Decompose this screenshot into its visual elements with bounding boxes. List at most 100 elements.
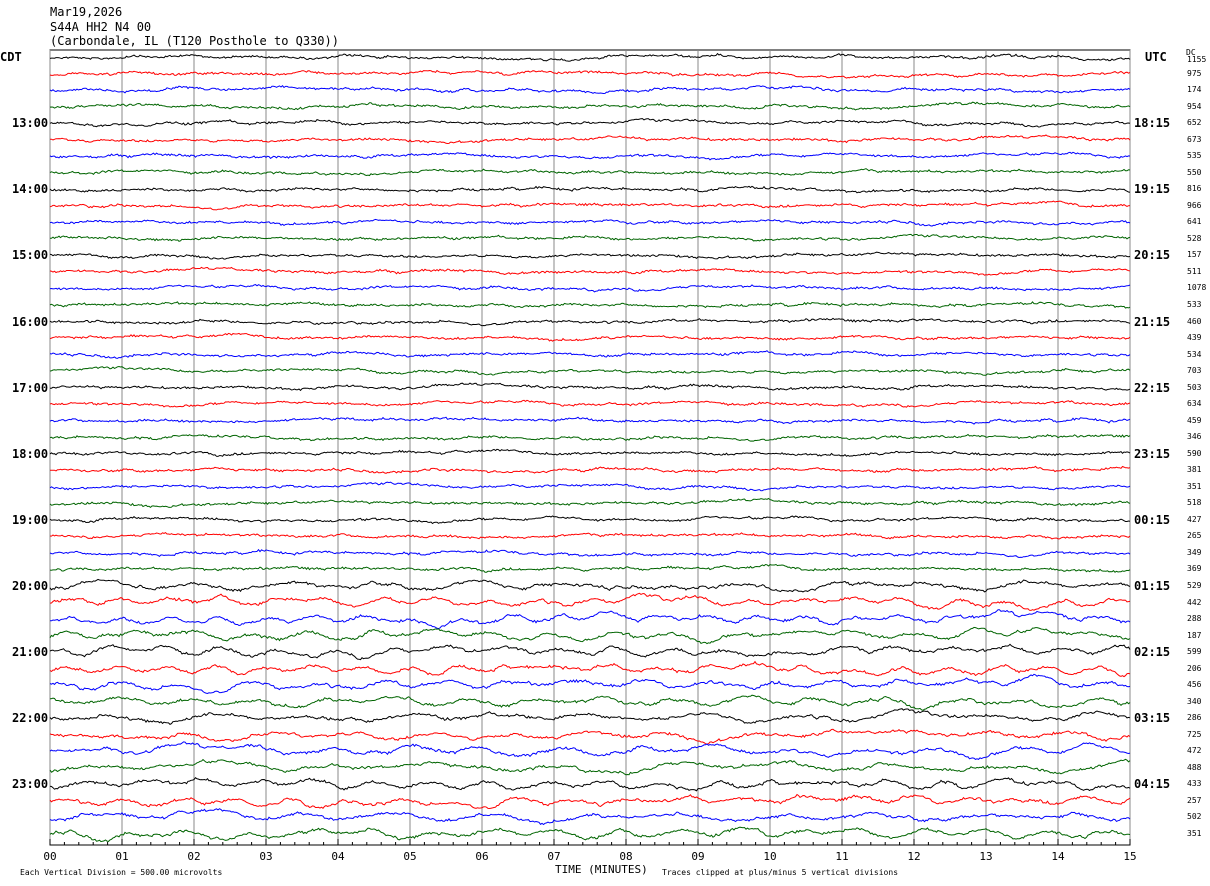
title-station: S44A HH2 N4 00 (50, 20, 152, 34)
seismic-trace (49, 578, 1131, 593)
dc-value: 502 (1187, 812, 1202, 822)
dc-header: DC (1186, 48, 1196, 57)
left-time-label: 20:00 (12, 579, 49, 594)
right-time-label: 21:15 (1134, 314, 1171, 329)
dc-value: 703 (1187, 366, 1202, 376)
seismic-trace (49, 626, 1131, 645)
seismic-trace (49, 233, 1131, 242)
title-location: (Carbondale, IL (T120 Posthole to Q330)) (50, 34, 339, 48)
scale-note: Each Vertical Division = 500.00 microvol… (20, 868, 223, 877)
dc-value: 975 (1187, 68, 1202, 78)
seismic-trace (49, 728, 1131, 745)
seismic-trace (49, 118, 1131, 128)
dc-value: 529 (1187, 581, 1202, 591)
x-tick-label: 00 (43, 850, 56, 863)
dc-value: 641 (1187, 217, 1202, 227)
x-axis-label: TIME (MINUTES) (555, 863, 648, 876)
seismic-trace (49, 694, 1131, 711)
seismic-trace (49, 399, 1131, 408)
dc-value: 349 (1187, 547, 1202, 557)
seismic-trace (49, 777, 1131, 792)
x-tick-label: 10 (763, 850, 776, 863)
x-tick-label: 07 (547, 850, 560, 863)
x-tick-label: 09 (691, 850, 704, 863)
seismic-trace (49, 531, 1131, 540)
seismic-trace (49, 758, 1131, 776)
left-time-label: 23:00 (12, 777, 49, 792)
seismic-trace (50, 465, 1131, 474)
left-time-label: 13:00 (12, 116, 49, 131)
seismic-trace (49, 609, 1131, 630)
seismic-trace (49, 69, 1131, 79)
left-time-label: 15:00 (12, 248, 49, 263)
seismic-trace (49, 84, 1131, 95)
left-time-label: 18:00 (12, 446, 49, 461)
seismic-trace (49, 808, 1131, 826)
seismic-trace (49, 332, 1131, 342)
dc-value: 634 (1187, 399, 1202, 409)
dc-value: 381 (1187, 465, 1202, 475)
left-time-label: 16:00 (12, 314, 49, 329)
dc-value: 340 (1187, 696, 1202, 706)
dc-value: 673 (1187, 134, 1202, 144)
dc-value: 369 (1187, 564, 1202, 574)
dc-value: 1155 (1187, 55, 1207, 64)
seismic-trace (49, 301, 1131, 309)
dc-value: 534 (1187, 349, 1202, 359)
dc-value: 599 (1187, 647, 1202, 657)
seismic-trace (49, 548, 1131, 559)
right-time-label: 00:15 (1134, 512, 1171, 527)
plot-frame (49, 49, 1131, 846)
seismic-trace (49, 168, 1131, 177)
left-axis-label: CDT (0, 50, 22, 64)
seismic-trace (49, 741, 1131, 760)
x-tick-label: 15 (1123, 850, 1136, 863)
dc-value: 966 (1187, 200, 1202, 210)
right-time-label: 04:15 (1134, 777, 1171, 792)
dc-value: 503 (1187, 382, 1202, 392)
right-time-label: 18:15 (1134, 116, 1171, 131)
dc-value: 518 (1187, 498, 1202, 508)
right-axis-label: UTC (1145, 50, 1167, 64)
dc-value: 257 (1187, 795, 1202, 805)
seismic-trace (50, 382, 1131, 392)
dc-value: 351 (1187, 829, 1202, 838)
dc-value: 286 (1187, 713, 1202, 723)
x-tick-label: 14 (1051, 850, 1065, 863)
x-tick-label: 02 (187, 850, 200, 863)
seismic-trace (49, 793, 1131, 810)
seismic-trace (49, 497, 1131, 509)
right-time-label: 19:15 (1134, 182, 1171, 197)
dc-value: 206 (1187, 663, 1202, 673)
clip-note: Traces clipped at plus/minus 5 vertical … (662, 868, 899, 877)
seismic-trace (49, 673, 1131, 695)
dc-value: 550 (1187, 167, 1202, 177)
left-time-label: 21:00 (12, 645, 49, 660)
seismic-trace (49, 515, 1131, 525)
dc-value: 427 (1187, 514, 1202, 524)
dc-value: 725 (1187, 729, 1202, 739)
right-time-label: 23:15 (1134, 446, 1171, 461)
dc-value: 954 (1187, 101, 1202, 111)
dc-value: 439 (1187, 333, 1202, 343)
x-tick-label: 08 (619, 850, 632, 863)
left-time-label: 22:00 (12, 711, 49, 726)
dc-value: 535 (1187, 151, 1202, 161)
seismic-trace (49, 151, 1131, 161)
x-tick-label: 03 (259, 850, 272, 863)
seismic-trace (49, 350, 1131, 359)
seismic-trace (49, 481, 1131, 492)
seismic-trace (49, 448, 1131, 457)
dc-value: 652 (1187, 118, 1202, 128)
dc-value: 442 (1187, 597, 1202, 607)
seismic-trace (49, 284, 1131, 293)
right-time-label: 03:15 (1134, 711, 1171, 726)
seismic-trace (49, 317, 1131, 327)
dc-value: 472 (1187, 746, 1202, 756)
dc-value: 288 (1187, 614, 1202, 624)
seismic-trace (49, 433, 1131, 442)
x-tick-label: 11 (835, 850, 848, 863)
x-tick-label: 04 (331, 850, 345, 863)
seismic-trace (49, 826, 1131, 843)
